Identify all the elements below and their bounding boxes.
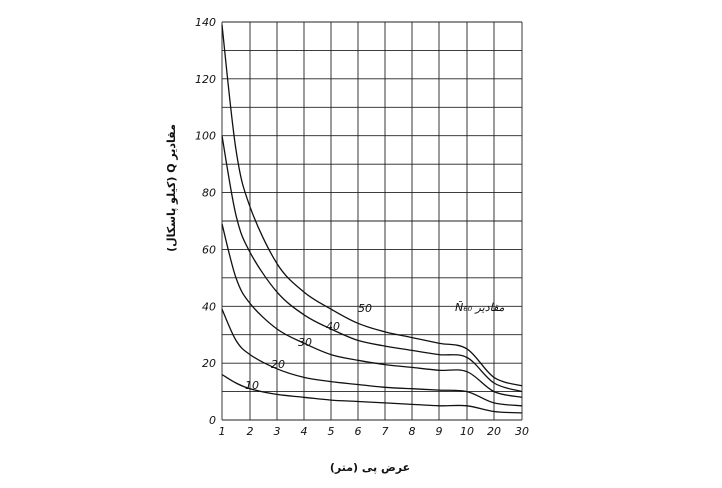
x-tick-label: 8 — [409, 425, 416, 438]
x-axis-title: عرض پی (متر) — [330, 461, 410, 474]
y-tick-label: 60 — [202, 243, 216, 256]
x-tick-label: 6 — [355, 425, 362, 438]
series-label-50: 50 — [358, 302, 372, 315]
series-label-20: 20 — [271, 358, 285, 371]
x-tick-label: 5 — [328, 425, 335, 438]
x-tick-label: 3 — [274, 425, 281, 438]
y-tick-label: 20 — [202, 357, 216, 370]
x-tick-label: 10 — [460, 425, 474, 438]
x-tick-label: 30 — [515, 425, 529, 438]
series-label-30: 30 — [298, 336, 312, 349]
x-tick-label: 4 — [301, 425, 308, 438]
y-tick-label: 100 — [195, 130, 216, 143]
series-line-20 — [221, 308, 523, 407]
x-tick-label: 1 — [219, 425, 226, 438]
y-tick-label: 140 — [195, 16, 216, 29]
series-labels: 10 20 30 40 50 — [245, 302, 372, 392]
x-tick-label: 20 — [487, 425, 501, 438]
legend-label: مقادیر N̄₆₀ — [455, 301, 505, 314]
series-label-10: 10 — [245, 379, 259, 392]
tick-labels: 1 2 3 4 5 6 7 8 9 10 20 30 0 20 40 60 80 100 120 140 — [195, 16, 529, 438]
y-tick-label: 120 — [195, 73, 216, 86]
y-tick-label: 80 — [202, 187, 216, 200]
x-tick-label: 9 — [436, 425, 443, 438]
x-tick-label: 2 — [247, 425, 254, 438]
series-line-10 — [221, 373, 523, 414]
series-line-30 — [221, 223, 523, 398]
series-line-40 — [221, 135, 523, 393]
series-label-40: 40 — [326, 320, 340, 333]
y-tick-label: 0 — [209, 414, 216, 427]
y-axis-title: مقادیر Q (کیلو پاسکال) — [165, 124, 178, 252]
grid — [221, 21, 523, 421]
curves — [221, 24, 523, 414]
y-tick-label: 40 — [202, 300, 216, 313]
x-tick-label: 7 — [382, 425, 389, 438]
series-line-50 — [221, 24, 523, 387]
